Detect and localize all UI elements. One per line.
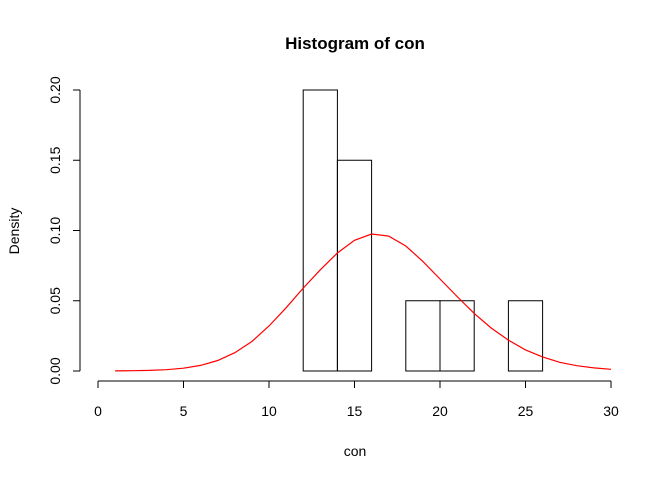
y-axis: 0.00 0.05 0.10 0.15 0.20 — [47, 76, 81, 385]
y-axis-label: Density — [6, 208, 22, 255]
x-tick-label: 20 — [432, 403, 448, 419]
x-tick-label: 10 — [261, 403, 277, 419]
y-tick-label: 0.00 — [47, 357, 63, 384]
y-tick-label: 0.05 — [47, 287, 63, 314]
y-tick-label: 0.20 — [47, 76, 63, 103]
histogram-bar-1 — [336, 159, 373, 372]
chart-title: Histogram of con — [285, 34, 425, 53]
x-tick-label: 5 — [180, 403, 188, 419]
histogram-bar-0 — [302, 89, 338, 372]
x-axis-label: con — [344, 443, 367, 459]
x-tick-label: 0 — [94, 403, 102, 419]
histogram-bar-6 — [507, 300, 544, 372]
histogram-bars — [302, 89, 544, 372]
y-tick-label: 0.10 — [47, 217, 63, 244]
x-tick-label: 30 — [603, 403, 619, 419]
y-tick-label: 0.15 — [47, 146, 63, 173]
density-curve-layer — [115, 233, 612, 372]
x-tick-label: 25 — [518, 403, 534, 419]
x-tick-label: 15 — [347, 403, 363, 419]
density-curve — [115, 233, 612, 372]
histogram-bar-4 — [439, 300, 475, 372]
x-axis: 0 5 10 15 20 25 30 — [94, 380, 619, 419]
histogram-bar-3 — [405, 300, 441, 372]
